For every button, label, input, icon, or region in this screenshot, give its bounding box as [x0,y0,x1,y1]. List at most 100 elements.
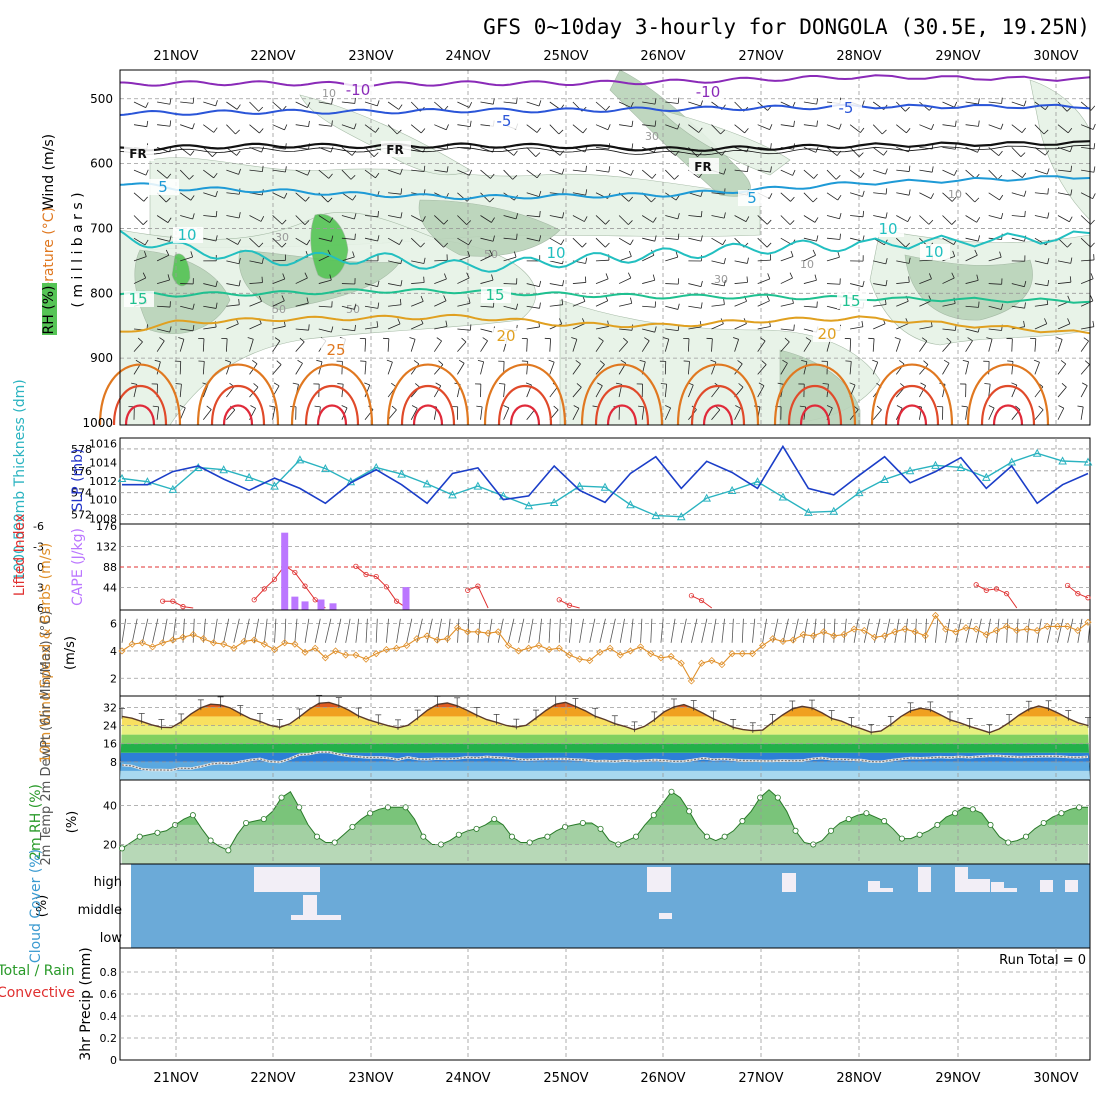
rh-point [828,828,833,833]
contour-label: 15 [841,292,860,310]
rh-point [775,795,780,800]
temp-band [120,735,1090,744]
slp-tick: 1012 [89,475,117,488]
lifted-tick: -6 [33,520,44,533]
cape-tick: 132 [96,541,117,554]
precip-tick: 0.6 [100,988,118,1001]
pressure-tick: 700 [90,221,113,235]
cloud-block [291,915,341,920]
cape-tick: 44 [103,582,117,595]
wind-barb [342,361,343,374]
rh-tick: 40 [103,799,117,812]
cloud-block [1065,880,1078,892]
cape-bar [403,587,410,610]
date-label-bottom: 22NOV [250,1071,295,1086]
wind-barb [1012,339,1013,352]
contour-label: 10 [878,220,897,238]
rh-point [917,832,922,837]
wind-barb-flag [585,277,586,283]
cape-bar [330,603,337,610]
wind-barb-flag [845,361,851,362]
rh-point [669,789,674,794]
cape-tick: 176 [96,520,117,533]
rh-point [899,836,904,841]
precip-ylabel-conv: Convective [0,985,75,1001]
cloud-block [254,867,320,892]
wind-barb [504,284,517,285]
rh-point [988,822,993,827]
rh-point [563,824,568,829]
rh-point [704,834,709,839]
rh-point [882,818,887,823]
rh-point [1023,834,1028,839]
contour-label: -10 [346,81,371,99]
rh-point [864,811,869,816]
cloud-block [1004,888,1017,892]
slp-ylabel: SLP (mb) [70,448,86,511]
rh-point [137,834,142,839]
rh-point [368,811,373,816]
rh-point [1041,820,1046,825]
wind10m-panel: 246(m/s) [63,610,1091,696]
rh-contour-label: 50 [272,303,286,316]
contour-label: -10 [696,83,721,101]
contour-label: 10 [177,226,196,244]
rh-point [1059,811,1064,816]
precip-ylabel-total: Total / Rain [0,963,75,979]
wind-barb-flag [176,384,182,385]
temp-tick: 16 [103,738,117,751]
date-label-top: 25NOV [543,49,588,64]
rh-point [545,834,550,839]
upper-ylabel-wind: Wind (m/s) [41,134,57,210]
rh-point [687,809,692,814]
cloud-layer-label: high [94,875,122,890]
cape-bar [281,533,288,610]
rh-point [173,822,178,827]
temp-band [120,771,1090,780]
contour-label: 5 [158,178,168,196]
cape-tick: 88 [103,561,117,574]
pressure-tick: 900 [90,351,113,365]
date-label-bottom: 21NOV [153,1071,198,1086]
wind-barb-flag [309,324,310,330]
temp-band [120,726,1090,735]
cloud-block [991,882,1004,892]
cape-bar [291,597,298,610]
rh-contour-label: 30 [645,130,659,143]
cloud-layer-label: low [100,931,123,946]
temp-band [120,762,1090,771]
rh-point [350,824,355,829]
date-label-top: 29NOV [935,49,980,64]
rh-point [492,816,497,821]
rh-point [261,816,266,821]
wind-barb [180,361,181,374]
upper-ylabel-rh: RH (%) [41,286,57,335]
rh-point [935,822,940,827]
rh-point [952,811,957,816]
rh-point [421,834,426,839]
cloud-layer-label: middle [78,903,122,918]
cloud-block [965,879,990,892]
wind-unit: (m/s) [63,636,78,670]
date-label-bottom: 27NOV [738,1071,783,1086]
rh-point [846,816,851,821]
pressure-tick: 1000 [82,416,113,430]
contour-label: FR [694,160,711,174]
date-label-top: 30NOV [1033,49,1078,64]
date-label-bottom: 30NOV [1033,1071,1078,1086]
cape-bar [318,600,325,611]
rh-point [651,813,656,818]
wind-barb-flag [979,302,980,308]
contour-label: 15 [485,286,504,304]
rh-unit: (%) [65,811,80,834]
cape-bar [302,601,309,610]
rh-point [208,838,213,843]
wind-barb-flag [1007,361,1013,362]
date-label-top: 28NOV [836,49,881,64]
date-label-top: 23NOV [348,49,393,64]
rh-contour-label: 10 [948,188,962,201]
